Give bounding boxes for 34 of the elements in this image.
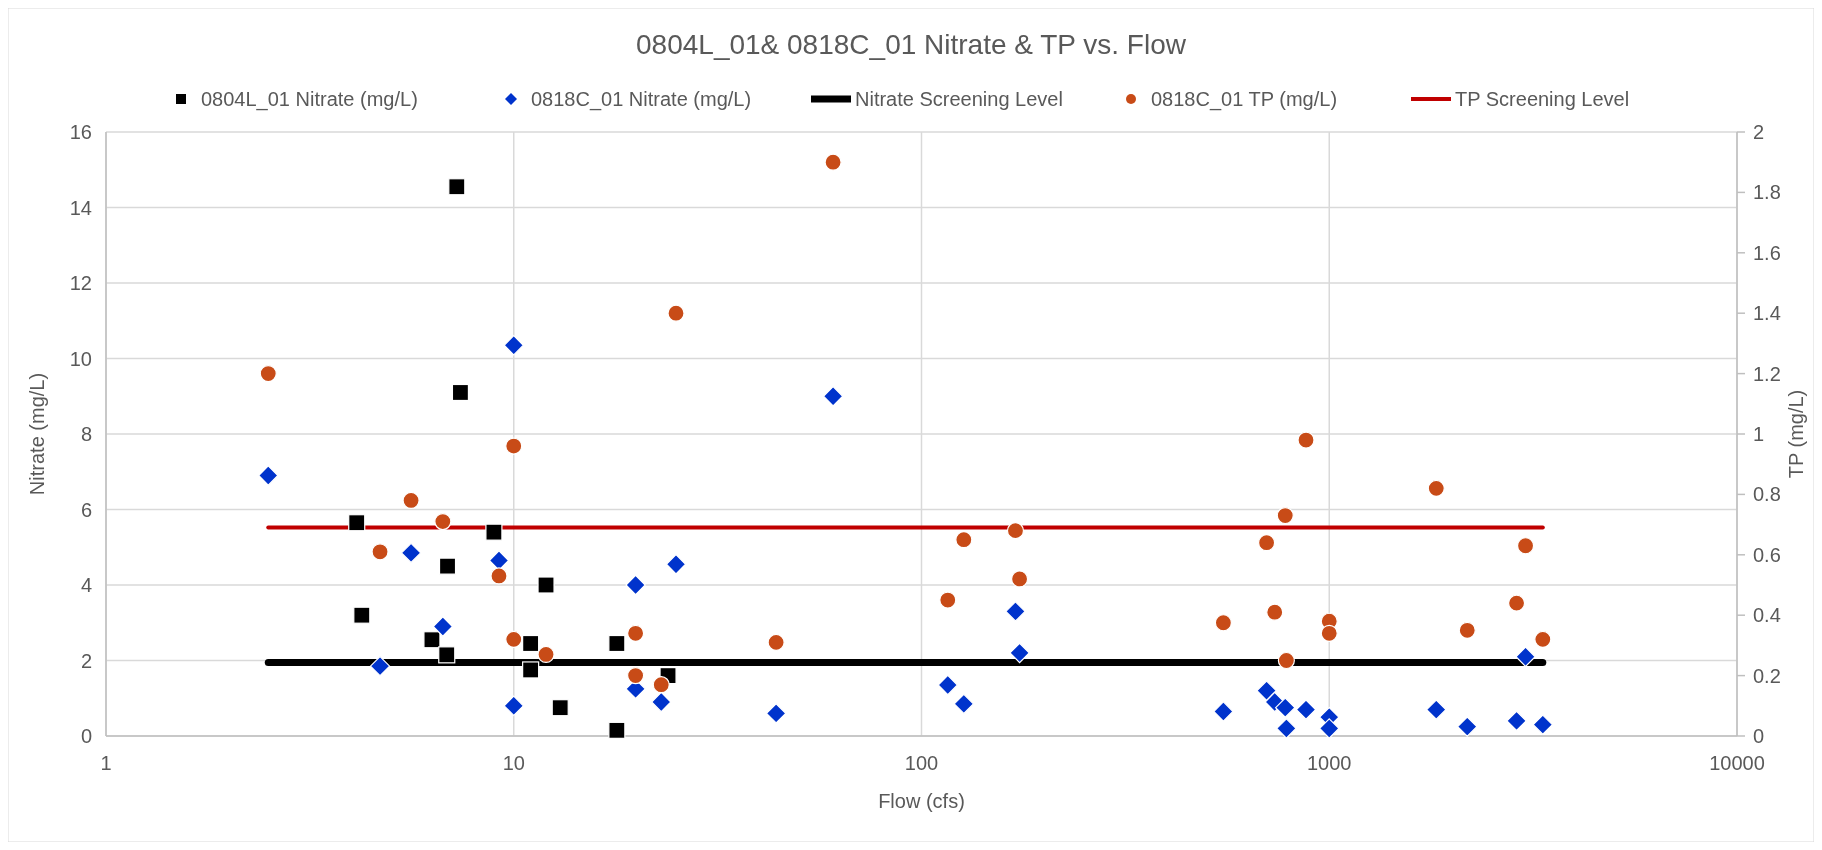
- y2-axis-title: TP (mg/L): [1785, 389, 1807, 479]
- y2-tick-label: 2: [1753, 121, 1765, 143]
- x-tick-label: 10000: [1709, 752, 1765, 774]
- y-tick-label: 14: [69, 196, 92, 219]
- legend-label: Nitrate Screening Level: [855, 88, 1063, 110]
- y2-tick-label: 0.6: [1753, 543, 1781, 566]
- y2-tick-label: 0.2: [1753, 664, 1781, 687]
- y-tick-label: 16: [69, 121, 92, 143]
- y2-tick-label: 1.2: [1753, 362, 1781, 385]
- y2-tick-label: 0.4: [1753, 604, 1781, 627]
- x-tick-label: 10: [502, 752, 525, 774]
- y-tick-label: 4: [80, 574, 92, 596]
- y-tick-label: 2: [80, 649, 92, 672]
- legend-label: TP Screening Level: [1455, 88, 1630, 110]
- y2-tick-label: 1.6: [1753, 241, 1781, 264]
- y2-tick-label: 0: [1753, 725, 1765, 747]
- legend-label: 0818C_01 Nitrate (mg/L): [531, 88, 752, 111]
- y-tick-label: 8: [80, 423, 92, 445]
- y-tick-label: 6: [80, 498, 92, 521]
- x-tick-label: 1000: [1307, 752, 1352, 774]
- legend-label: 0804L_01 Nitrate (mg/L): [201, 88, 418, 111]
- y-tick-label: 12: [69, 272, 92, 294]
- chart-title: 0804L_01& 0818C_01 Nitrate & TP vs. Flow: [636, 29, 1187, 60]
- y-axis-title: Nitrate (mg/L): [26, 372, 48, 496]
- y2-tick-label: 1: [1753, 423, 1765, 445]
- y-tick-label: 0: [80, 725, 92, 747]
- y2-tick-label: 0.8: [1753, 483, 1781, 506]
- y-tick-label: 10: [69, 347, 92, 370]
- y2-tick-label: 1.4: [1753, 302, 1781, 325]
- x-tick-label: 100: [904, 752, 939, 774]
- y2-tick-label: 1.8: [1753, 181, 1781, 204]
- x-axis-title: Flow (cfs): [878, 790, 965, 812]
- x-tick-label: 1: [100, 752, 112, 774]
- legend-label: 0818C_01 TP (mg/L): [1151, 88, 1338, 111]
